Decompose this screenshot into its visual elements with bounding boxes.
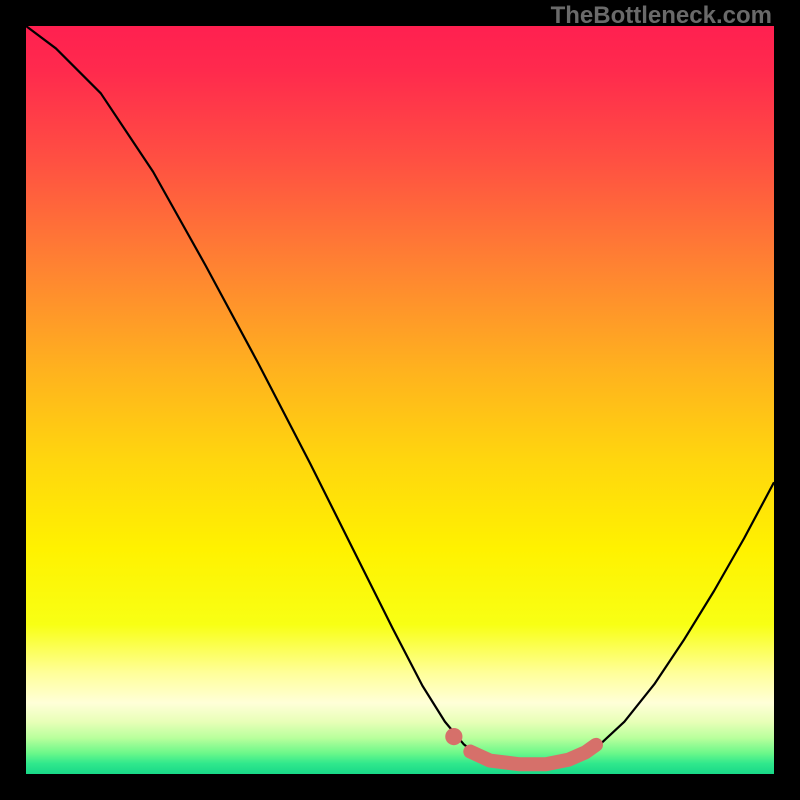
optimal-range-dot — [445, 728, 462, 745]
bottleneck-chart — [26, 26, 774, 774]
chart-frame — [26, 26, 774, 774]
chart-background — [26, 26, 774, 774]
watermark-text: TheBottleneck.com — [551, 2, 772, 30]
